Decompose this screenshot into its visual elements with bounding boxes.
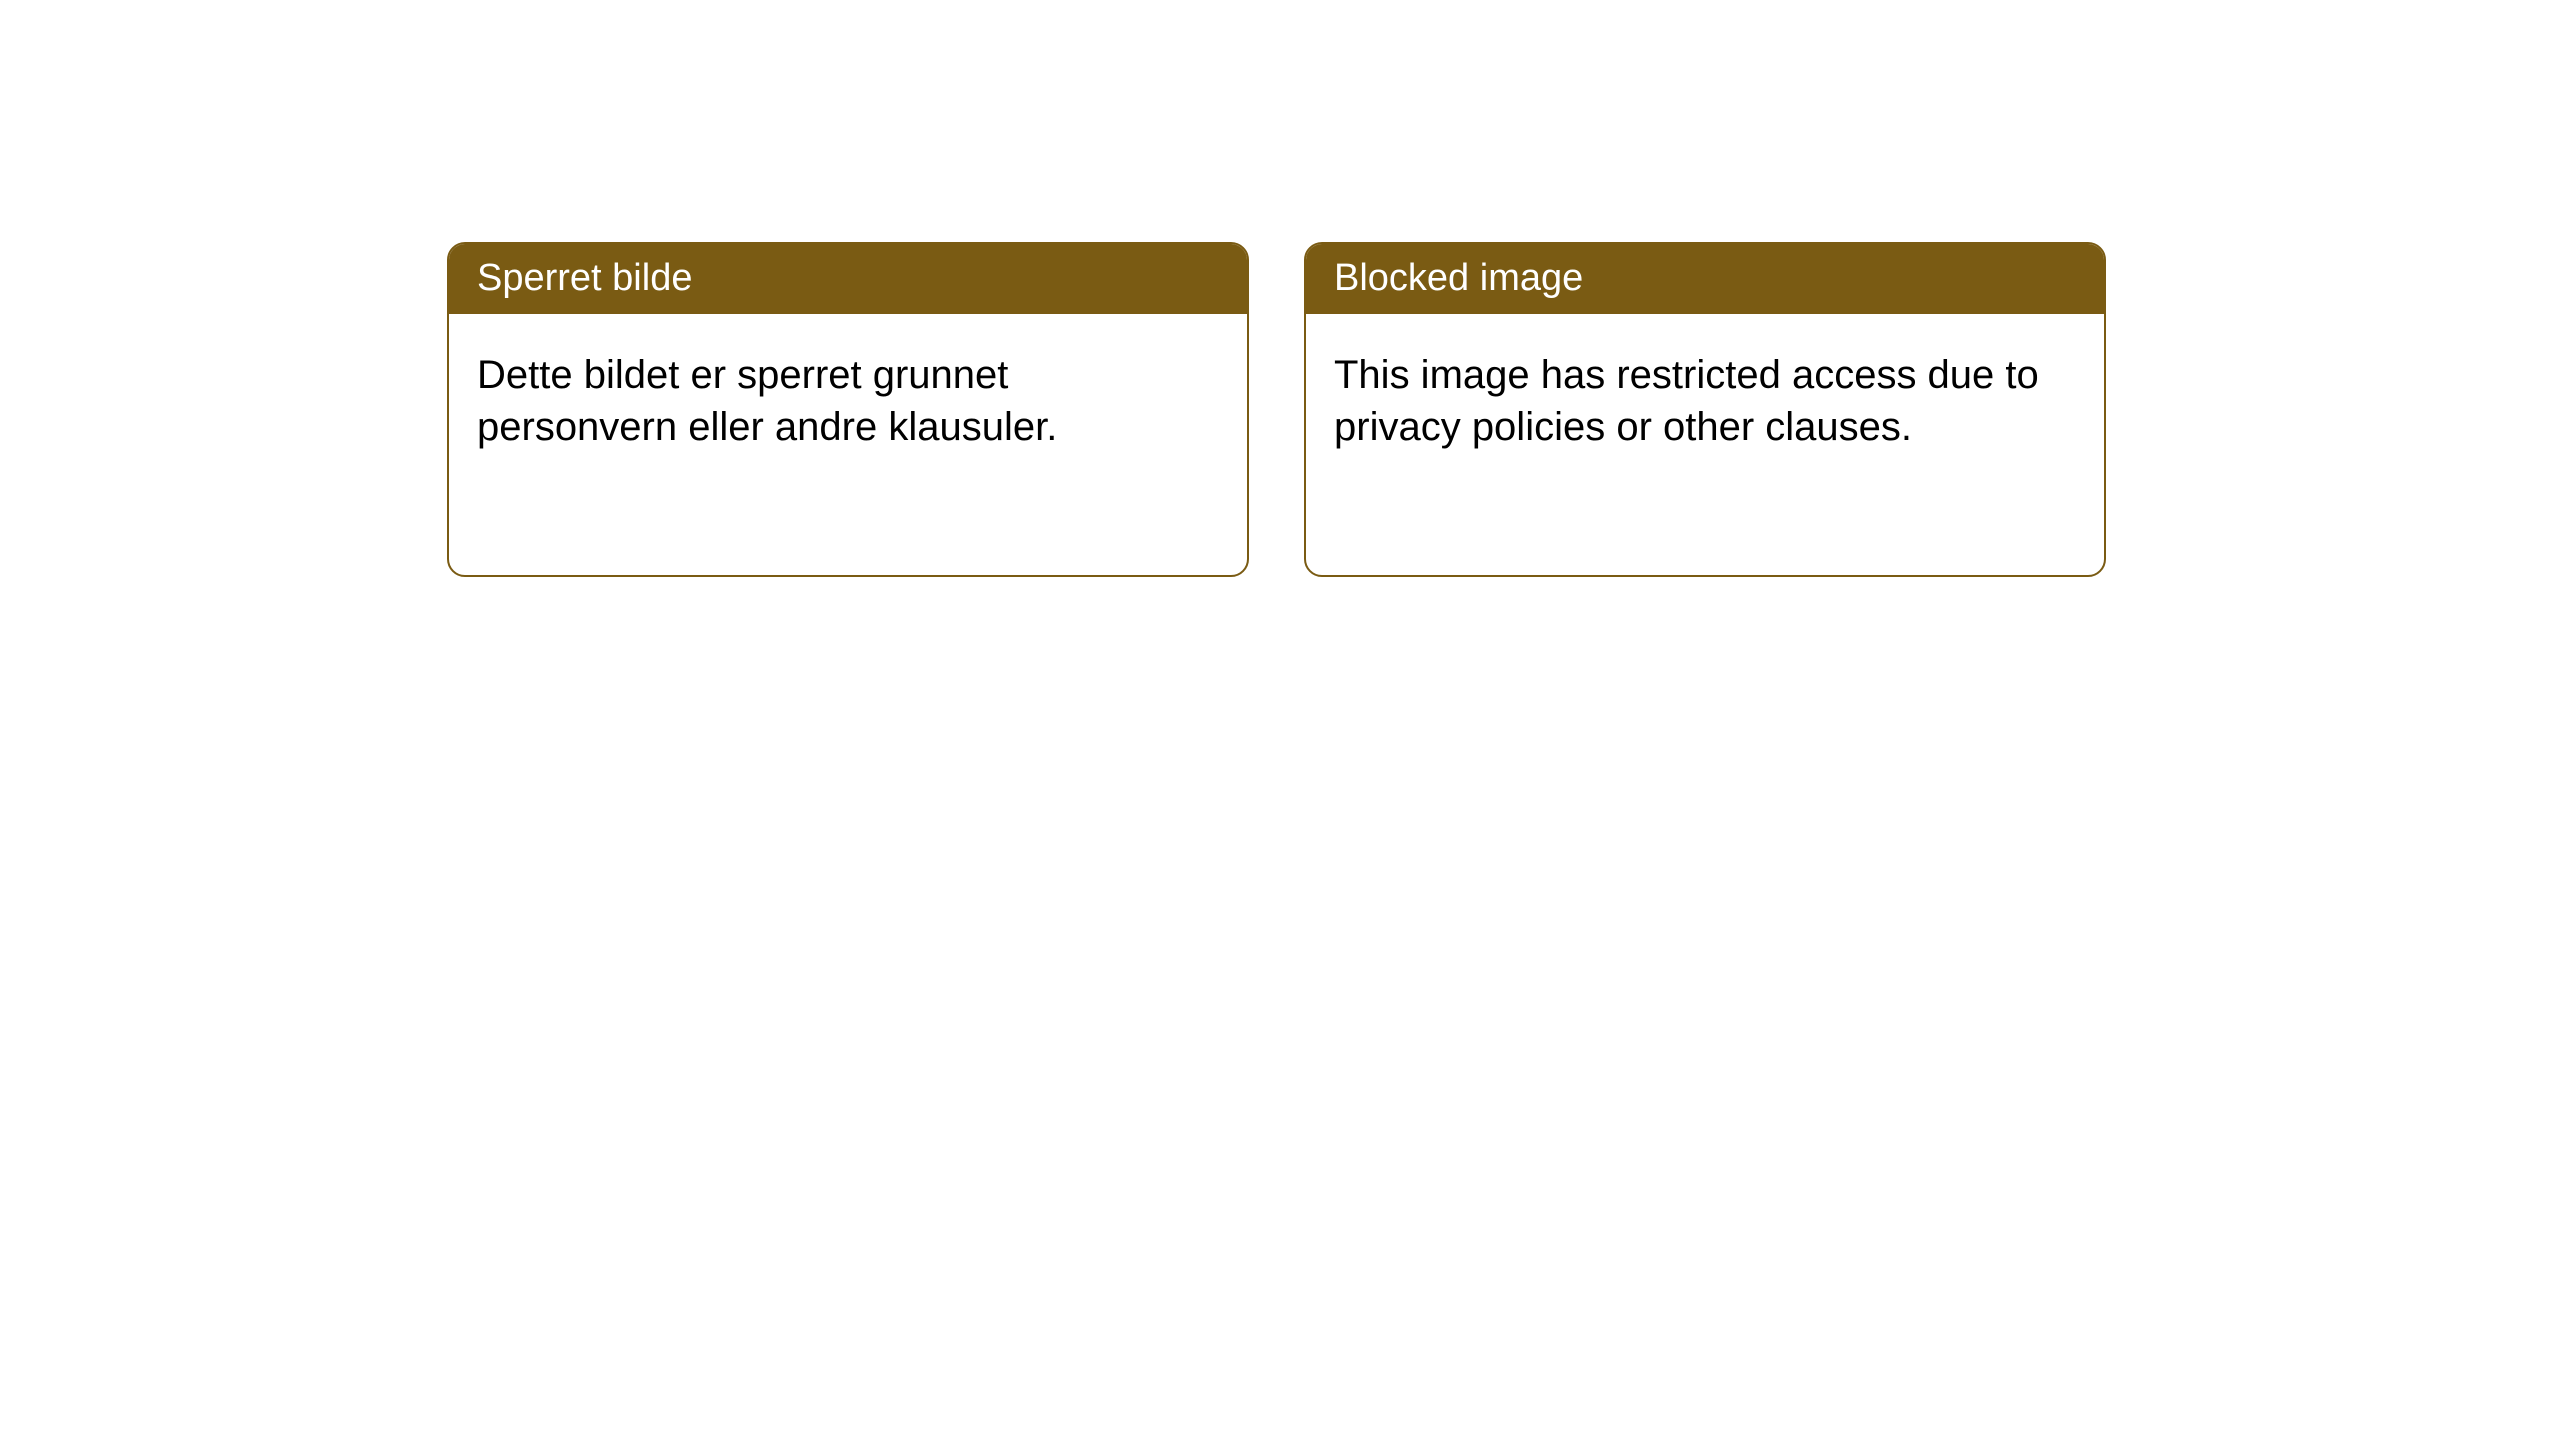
notice-card-body: This image has restricted access due to … — [1306, 314, 2104, 481]
notice-card-title-text: Sperret bilde — [477, 257, 692, 299]
notice-card-title: Blocked image — [1306, 244, 2104, 314]
notice-card-title-text: Blocked image — [1334, 257, 1583, 299]
notice-card-title: Sperret bilde — [449, 244, 1247, 314]
notice-cards-row: Sperret bilde Dette bildet er sperret gr… — [0, 0, 2560, 577]
notice-card-norwegian: Sperret bilde Dette bildet er sperret gr… — [447, 242, 1249, 577]
notice-card-english: Blocked image This image has restricted … — [1304, 242, 2106, 577]
notice-card-body-text: Dette bildet er sperret grunnet personve… — [477, 353, 1057, 449]
notice-card-body-text: This image has restricted access due to … — [1334, 353, 2039, 449]
notice-card-body: Dette bildet er sperret grunnet personve… — [449, 314, 1247, 481]
